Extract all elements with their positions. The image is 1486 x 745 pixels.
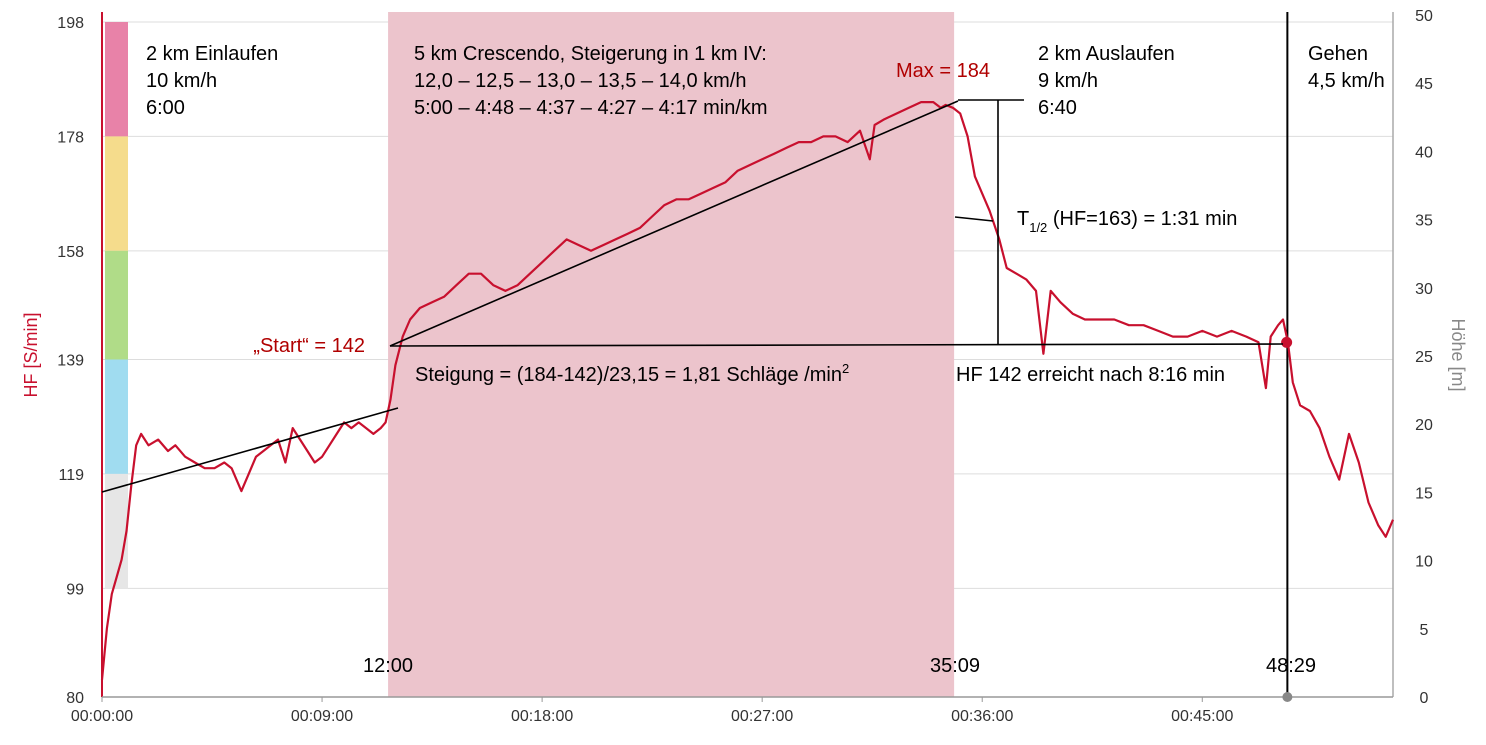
t-half-label: T1/2 (HF=163) = 1:31 min (1017, 208, 1237, 235)
right-tick-label: 10 (1415, 554, 1433, 571)
max-label: Max = 184 (896, 60, 990, 82)
x-tick-label: 00:45:00 (1171, 708, 1233, 725)
left-axis-title: HF [S/min] (21, 312, 41, 397)
hr-series (100, 101, 1395, 680)
axes (101, 12, 1394, 702)
left-tick-label: 80 (66, 690, 84, 707)
right-tick-label: 20 (1415, 417, 1433, 434)
hr-zone-segment (105, 136, 128, 251)
phase1-label: 2 km Einlaufen (146, 43, 278, 65)
phase2-label: 5 km Crescendo, Steigerung in 1 km IV: (414, 43, 767, 65)
phase3-label: 6:40 (1038, 97, 1077, 119)
right-tick-label: 50 (1415, 8, 1433, 25)
x-tick-label: 00:36:00 (951, 708, 1013, 725)
hr-zone-segment (105, 473, 128, 589)
phase-marker-dot (1282, 692, 1293, 702)
slope-label: Steigung = (184-142)/23,15 = 1,81 Schläg… (415, 361, 849, 386)
hr-line (100, 101, 1395, 680)
x-tick-label: 00:18:00 (511, 708, 573, 725)
t-half-pointer (954, 216, 994, 222)
tick-labels: 1981781581391199980504540353025201510500… (21, 8, 1468, 725)
hr-zone-bar (105, 22, 128, 589)
hr-zone-segment (105, 250, 128, 360)
t-half-rest: (HF=163) = 1:31 min (1047, 208, 1237, 230)
start-label: „Start“ = 142 (253, 335, 365, 357)
crescendo-band (388, 12, 955, 697)
hf142-label: HF 142 erreicht nach 8:16 min (956, 364, 1225, 386)
phase3-label: 2 km Auslaufen (1038, 43, 1175, 65)
phase1-label: 10 km/h (146, 70, 217, 92)
time-label-1200: 12:00 (363, 655, 413, 677)
left-tick-label: 198 (57, 15, 84, 32)
left-tick-label: 178 (57, 129, 84, 146)
baseline-142-line (389, 343, 1284, 347)
crescendo-trend-line (389, 100, 959, 347)
right-tick-label: 0 (1420, 690, 1429, 707)
right-tick-label: 30 (1415, 281, 1433, 298)
left-tick-label: 139 (57, 353, 84, 370)
right-tick-label: 40 (1415, 144, 1433, 161)
phase2-label: 12,0 – 12,5 – 13,0 – 13,5 – 14,0 km/h (414, 70, 746, 92)
right-tick-label: 45 (1415, 76, 1433, 93)
left-tick-label: 99 (66, 581, 84, 598)
slope-label-sup: 2 (842, 361, 849, 376)
left-tick-label: 158 (57, 244, 84, 261)
time-label-3509: 35:09 (930, 655, 980, 677)
warmup-trend-line (101, 407, 399, 493)
phase1-label: 6:00 (146, 97, 185, 119)
right-axis-title: Höhe [m] (1448, 318, 1468, 391)
phase2-label: 5:00 – 4:48 – 4:37 – 4:27 – 4:17 min/km (414, 97, 768, 119)
annotation-texts: 2 km Einlaufen 10 km/h 6:00 5 km Crescendo,… (146, 43, 1385, 677)
crescendo-band-rect (388, 12, 955, 697)
right-tick-label: 35 (1415, 213, 1433, 230)
time-label-4829: 48:29 (1266, 655, 1316, 677)
left-tick-label: 119 (58, 467, 84, 484)
t-half-sub: 1/2 (1029, 220, 1047, 235)
hr-marker-point (1281, 336, 1293, 348)
phase3-label: 9 km/h (1038, 70, 1098, 92)
hr-zone-segment (105, 359, 128, 474)
right-tick-label: 5 (1420, 622, 1429, 639)
phase4-label: Gehen (1308, 43, 1368, 65)
x-tick-label: 00:27:00 (731, 708, 793, 725)
annotation-lines (101, 99, 1284, 493)
x-tick-label: 00:09:00 (291, 708, 353, 725)
hr-zone-segment (105, 22, 128, 137)
phase4-label: 4,5 km/h (1308, 70, 1385, 92)
right-tick-label: 15 (1415, 485, 1433, 502)
right-tick-label: 25 (1415, 349, 1433, 366)
x-tick-label: 00:00:00 (71, 708, 133, 725)
